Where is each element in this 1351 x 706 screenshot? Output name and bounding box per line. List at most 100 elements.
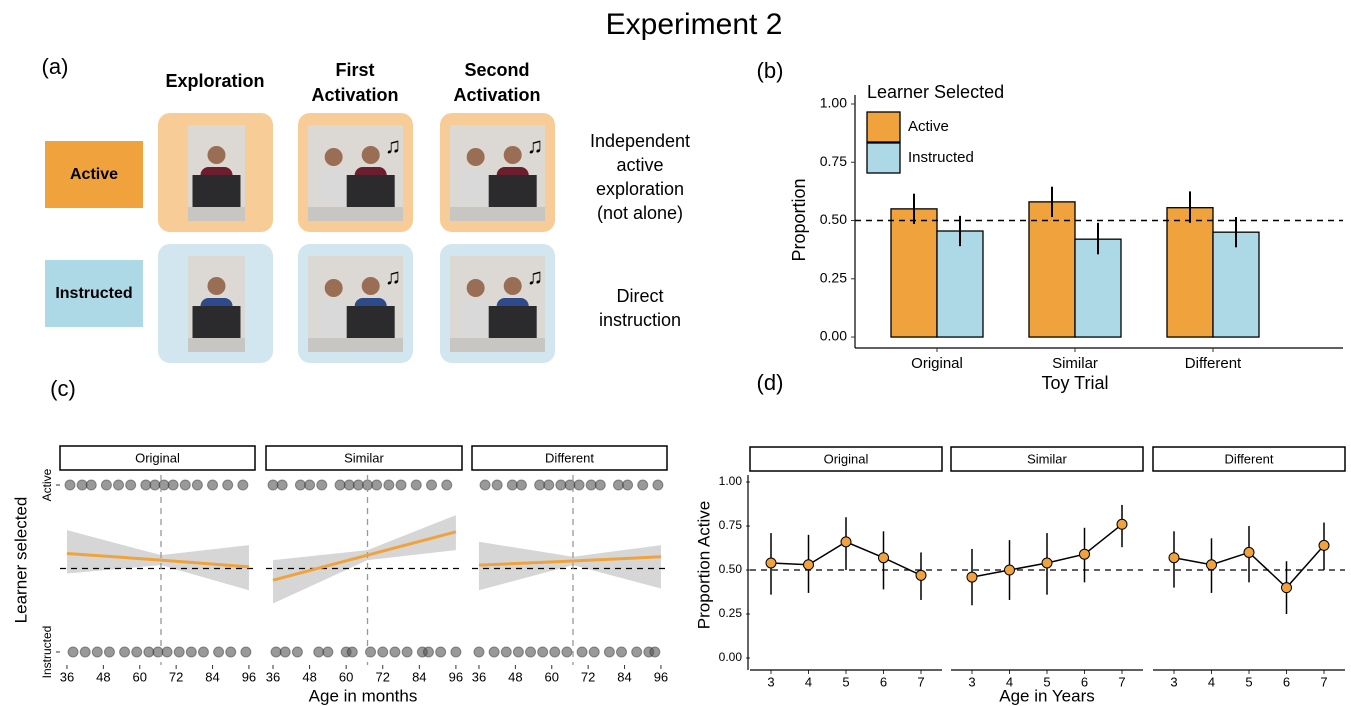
photo-head <box>325 279 343 297</box>
x-tick-label: 4 <box>805 674 812 689</box>
x-tick-label: 72 <box>581 669 595 684</box>
bar <box>937 231 983 337</box>
facet-label: Different <box>1225 451 1274 466</box>
photo-laptop <box>193 306 241 338</box>
photo-table <box>450 207 545 221</box>
data-point <box>507 480 517 490</box>
data-point <box>305 480 315 490</box>
data-point <box>489 647 499 657</box>
data-point <box>141 480 151 490</box>
x-tick-label: 72 <box>376 669 390 684</box>
data-point <box>192 480 202 490</box>
data-point <box>241 647 251 657</box>
photo-table <box>308 338 403 352</box>
data-point <box>317 480 327 490</box>
photo-laptop <box>489 175 537 207</box>
x-tick-label: 48 <box>508 669 522 684</box>
bar <box>1213 232 1259 337</box>
x-tick-label: 36 <box>472 669 486 684</box>
x-tick-label: 7 <box>1320 674 1327 689</box>
data-point <box>474 647 484 657</box>
facet-label: Original <box>135 450 180 465</box>
data-point <box>390 647 400 657</box>
data-point <box>451 647 461 657</box>
facet-label: Similar <box>1027 451 1067 466</box>
data-point <box>114 480 124 490</box>
data-point <box>501 647 511 657</box>
data-point <box>423 647 433 657</box>
confidence-band <box>479 542 661 590</box>
column-header: Exploration <box>165 71 264 91</box>
data-point <box>513 647 523 657</box>
data-point <box>1282 583 1292 593</box>
data-point <box>586 480 596 490</box>
page: { "title": "Experiment 2", "panel_labels… <box>0 0 1351 706</box>
condition-description: instruction <box>599 310 681 330</box>
x-tick-label: Similar <box>1052 355 1098 372</box>
x-axis-title: Age in Years <box>999 686 1094 705</box>
data-point <box>535 480 545 490</box>
data-point <box>214 647 224 657</box>
data-point <box>442 480 452 490</box>
data-point <box>402 647 412 657</box>
x-axis-title: Toy Trial <box>1041 373 1108 393</box>
condition-description: Independent <box>590 131 690 151</box>
x-tick-label: 72 <box>169 669 183 684</box>
photo-head <box>362 277 380 295</box>
x-tick-label: 60 <box>133 669 147 684</box>
music-icon: ♫ <box>527 264 544 289</box>
data-point <box>92 647 102 657</box>
data-point <box>967 572 977 582</box>
photo-table <box>188 338 245 352</box>
x-tick-label: 6 <box>1283 674 1290 689</box>
data-point <box>544 480 554 490</box>
y-axis-title: Proportion <box>789 178 809 261</box>
data-point <box>268 480 278 490</box>
data-point <box>68 647 78 657</box>
data-point <box>1117 519 1127 529</box>
photo-table <box>450 338 545 352</box>
data-point <box>1319 540 1329 550</box>
data-point <box>238 480 248 490</box>
x-tick-label: 96 <box>654 669 668 684</box>
music-icon: ♫ <box>385 264 402 289</box>
x-tick-label: 7 <box>1118 674 1125 689</box>
y-tick-label: 0.50 <box>719 562 743 576</box>
data-point <box>766 558 776 568</box>
x-tick-label: Different <box>1185 355 1242 372</box>
y-axis-title: Learner selected <box>11 497 30 624</box>
data-point <box>101 480 111 490</box>
data-point <box>650 647 660 657</box>
bar <box>891 209 937 337</box>
condition-label: Active <box>70 166 118 183</box>
y-tick-label: 0.00 <box>820 328 847 344</box>
x-tick-label: 48 <box>302 669 316 684</box>
x-tick-label: 36 <box>266 669 280 684</box>
data-point <box>86 480 96 490</box>
y-axis-title: Proportion Active <box>694 501 713 630</box>
data-point <box>77 480 87 490</box>
y-tick-label: Active <box>40 468 54 501</box>
condition-description: exploration <box>596 179 684 199</box>
photo-laptop <box>489 306 537 338</box>
condition-label: Instructed <box>55 285 132 302</box>
data-point <box>280 647 290 657</box>
column-header: Activation <box>311 85 398 105</box>
data-point <box>120 647 130 657</box>
data-point <box>295 480 305 490</box>
data-point <box>595 480 605 490</box>
photo-table <box>188 207 245 221</box>
data-point <box>623 480 633 490</box>
data-point <box>1005 565 1015 575</box>
photo-head <box>504 146 522 164</box>
condition-description: Direct <box>616 286 663 306</box>
y-tick-label: 0.00 <box>719 650 743 664</box>
data-point <box>538 647 548 657</box>
data-point <box>208 480 218 490</box>
confidence-band <box>273 515 456 603</box>
data-point <box>1244 547 1254 557</box>
data-point <box>174 647 184 657</box>
data-point <box>323 647 333 657</box>
data-point <box>526 647 536 657</box>
y-tick-label: Instructed <box>40 626 54 679</box>
